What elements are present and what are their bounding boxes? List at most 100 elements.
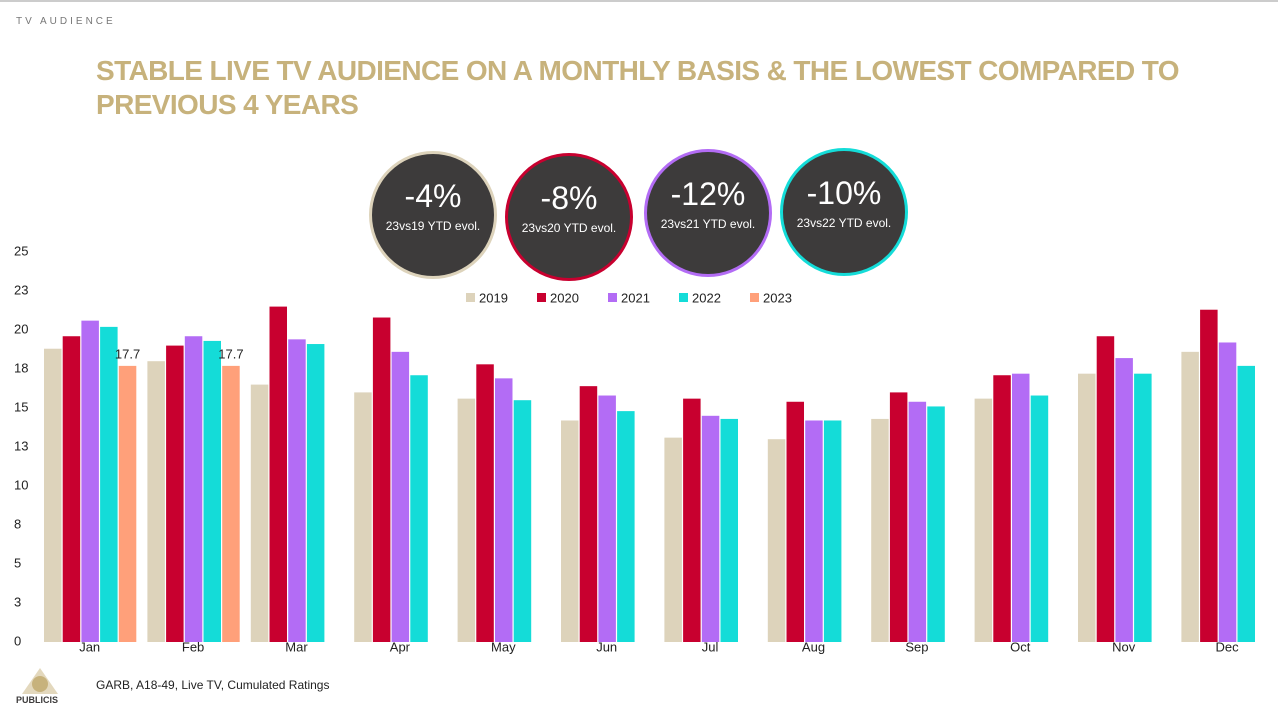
bar (786, 401, 804, 642)
logo-text: PUBLICIS (16, 695, 59, 705)
legend-swatch (537, 293, 546, 302)
bar (617, 411, 635, 642)
bar (561, 420, 579, 642)
bar (974, 398, 993, 642)
x-tick-label: Feb (182, 639, 204, 654)
bar (805, 420, 823, 642)
bar (476, 364, 494, 642)
bar (410, 375, 428, 642)
y-tick-label: 15 (14, 399, 28, 414)
x-tick-label: Sep (905, 639, 928, 654)
bar (1078, 373, 1096, 642)
x-tick-label: Oct (1010, 639, 1031, 654)
badge-value: -4% (404, 178, 462, 214)
bar (1181, 351, 1199, 642)
bar (683, 398, 701, 642)
bar (720, 418, 738, 642)
bar (166, 345, 184, 642)
bar (1237, 365, 1255, 642)
source-note: GARB, A18-49, Live TV, Cumulated Ratings (96, 678, 330, 692)
x-tick-label: Jun (596, 639, 617, 654)
x-tick-label: Dec (1216, 639, 1240, 654)
x-tick-label: May (491, 639, 516, 654)
y-tick-label: 23 (14, 282, 28, 297)
legend-swatch (750, 293, 759, 302)
bar (513, 400, 532, 642)
bar (118, 365, 137, 642)
bar (495, 378, 513, 642)
legend-swatch (679, 293, 688, 302)
bar (927, 406, 945, 642)
bar (1012, 373, 1030, 642)
x-tick-label: Mar (285, 639, 308, 654)
y-tick-label: 8 (14, 516, 21, 531)
x-tick-label: Nov (1112, 639, 1136, 654)
x-tick-label: Aug (802, 639, 825, 654)
bar (44, 348, 62, 642)
section-label: TV AUDIENCE (16, 16, 116, 27)
legend-swatch (466, 293, 475, 302)
bar (81, 320, 99, 642)
legend-label: 2019 (479, 290, 508, 305)
bar (62, 336, 81, 642)
top-rule (0, 0, 1278, 2)
bar (823, 420, 842, 642)
bar (1030, 395, 1049, 642)
badge-caption: 23vs20 YTD evol. (521, 221, 617, 235)
bar (664, 437, 682, 642)
logo-mark (22, 668, 58, 694)
data-label: 17.7 (218, 346, 243, 361)
y-tick-label: 3 (14, 594, 21, 609)
badge-value: -12% (670, 176, 746, 212)
legend-label: 2021 (621, 290, 650, 305)
legend-label: 2023 (763, 290, 792, 305)
bar (1115, 358, 1133, 642)
badge: -8% 23vs20 YTD evol. (505, 153, 633, 281)
bar (767, 439, 786, 642)
bar (889, 392, 908, 642)
data-label: 17.7 (115, 346, 140, 361)
x-tick-label: Jul (702, 639, 719, 654)
bar (1134, 373, 1152, 642)
bar (354, 392, 372, 642)
y-tick-label: 20 (14, 321, 28, 336)
bar (372, 317, 391, 642)
bar (701, 415, 720, 642)
legend-label: 2022 (692, 290, 721, 305)
badge-value: -10% (806, 175, 882, 211)
y-tick-label: 18 (14, 360, 28, 375)
legend-swatch (608, 293, 617, 302)
bar (250, 384, 269, 642)
bar (203, 340, 221, 642)
badge: -12% 23vs21 YTD evol. (644, 149, 772, 277)
bar (184, 336, 203, 642)
y-tick-label: 5 (14, 555, 21, 570)
y-tick-label: 13 (14, 438, 28, 453)
bar (100, 326, 118, 642)
badge-caption: 23vs21 YTD evol. (660, 217, 756, 231)
bar (1200, 309, 1218, 642)
bar (871, 418, 889, 642)
bar (579, 386, 598, 642)
x-tick-label: Apr (390, 639, 411, 654)
bar (222, 365, 240, 642)
badge-caption: 23vs22 YTD evol. (796, 216, 892, 230)
y-tick-label: 0 (14, 633, 21, 648)
bar (598, 395, 616, 642)
badge: -4% 23vs19 YTD evol. (369, 151, 497, 279)
slide-title: STABLE LIVE TV AUDIENCE ON A MONTHLY BAS… (96, 55, 1180, 120)
legend-label: 2020 (550, 290, 579, 305)
x-tick-label: Jan (79, 639, 100, 654)
bar (269, 306, 287, 642)
bar (288, 339, 306, 642)
bar (391, 351, 410, 642)
y-tick-label: 25 (14, 243, 28, 258)
bar (1218, 342, 1237, 642)
badge-caption: 23vs19 YTD evol. (385, 219, 481, 233)
y-tick-label: 10 (14, 477, 28, 492)
bar (147, 361, 165, 642)
badge: -10% 23vs22 YTD evol. (780, 148, 908, 276)
bar (457, 398, 476, 642)
